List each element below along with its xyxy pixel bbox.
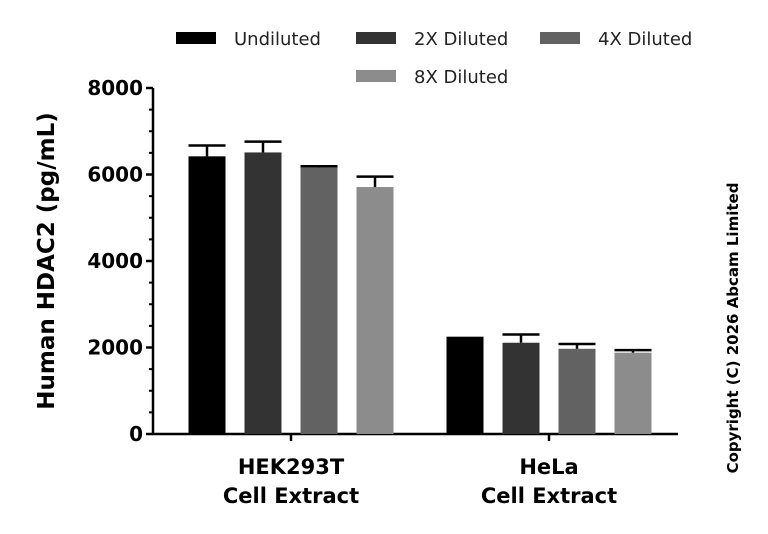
y-tick-label: 2000 <box>87 336 143 360</box>
legend-label: 4X Diluted <box>598 29 692 50</box>
y-tick-label: 4000 <box>87 249 143 273</box>
x-tick-label: Cell Extract <box>481 484 617 508</box>
bars <box>188 140 652 434</box>
legend-label: 2X Diluted <box>414 29 508 50</box>
y-tick-label: 6000 <box>87 163 143 187</box>
bar <box>244 152 282 434</box>
x-axis: HEK293T Cell Extract HeLa Cell Extract <box>152 432 678 508</box>
bar <box>558 348 596 434</box>
bar <box>614 352 652 434</box>
legend-label: 8X Diluted <box>414 67 508 88</box>
legend: Undiluted 2X Diluted 4X Diluted 8X Diluted <box>176 29 692 88</box>
bar <box>356 187 394 434</box>
bar <box>446 336 484 434</box>
legend-swatch <box>356 70 396 82</box>
x-tick-label: HeLa <box>519 455 578 479</box>
legend-swatch <box>356 32 396 44</box>
y-tick-label: 8000 <box>87 76 143 100</box>
legend-swatch <box>540 32 580 44</box>
bar <box>502 342 540 434</box>
copyright-notice: Copyright (C) 2026 Abcam Limited <box>724 183 742 474</box>
legend-label: Undiluted <box>234 29 321 50</box>
bar <box>188 156 226 434</box>
y-axis-label: Human HDAC2 (pg/mL) <box>34 112 60 410</box>
x-tick-label: HEK293T <box>238 455 345 479</box>
legend-swatch <box>176 32 216 44</box>
x-tick-label: Cell Extract <box>223 484 359 508</box>
bar <box>300 167 338 434</box>
y-tick-label: 0 <box>129 422 143 446</box>
y-axis: 0 2000 4000 6000 8000 <box>87 76 155 446</box>
